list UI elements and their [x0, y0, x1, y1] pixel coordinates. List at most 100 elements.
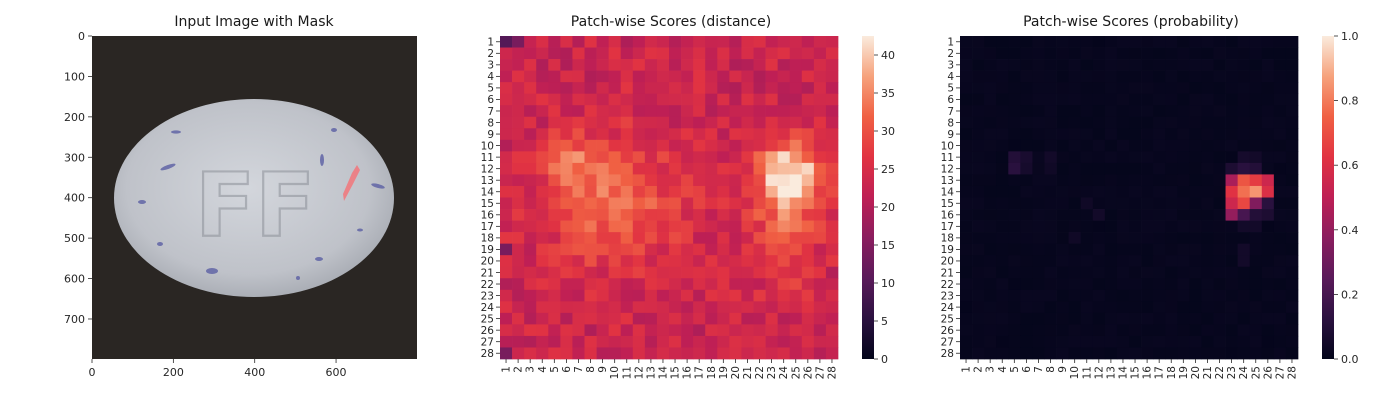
heatmap-cell	[693, 335, 706, 348]
heatmap-cell	[996, 185, 1009, 198]
heatmap-cell	[789, 128, 803, 141]
heatmap-cell	[1092, 312, 1106, 325]
heatmap-cell	[1092, 278, 1106, 291]
heatmap-cell	[632, 59, 646, 71]
heatmap-cell	[1237, 335, 1251, 348]
heatmap-cell	[1080, 312, 1094, 325]
heatmap-cell	[1116, 289, 1130, 302]
heatmap-cell	[1056, 105, 1069, 118]
heatmap-cell	[717, 220, 730, 233]
heatmap-cell	[512, 347, 525, 360]
heatmap-cell	[1056, 312, 1069, 325]
heatmap-cell	[801, 162, 815, 175]
heatmap-cell	[717, 116, 730, 129]
heatmap-cell	[632, 93, 646, 106]
heatmap-cell	[741, 93, 754, 106]
heatmap-cell	[524, 82, 537, 95]
heatmap-cell	[972, 128, 985, 141]
heatmap-cell	[705, 128, 718, 141]
heatmap-cell	[984, 59, 997, 71]
heatmap-cell	[1237, 324, 1251, 337]
heatmap-cell	[656, 232, 670, 244]
heatmap-cell	[765, 232, 778, 244]
heatmap-cell	[669, 105, 682, 118]
heatmap-cell	[1213, 289, 1226, 302]
heatmap-cell	[1261, 209, 1275, 221]
heatmap-cell	[644, 335, 658, 348]
heatmap-cell	[596, 278, 609, 291]
heatmap-cell	[681, 232, 694, 244]
heatmap-cell	[1165, 209, 1178, 221]
heatmap-cell	[1141, 324, 1154, 337]
heatmap-cell	[1044, 139, 1057, 152]
heatmap-cell	[1189, 255, 1202, 268]
heatmap-cell	[536, 312, 549, 325]
heatmap-cell	[500, 174, 513, 187]
heatmap-cell	[1020, 36, 1033, 48]
heatmap-cell	[1068, 128, 1082, 141]
heatmap-cell	[1237, 162, 1251, 175]
heatmap-cell	[596, 93, 609, 106]
heatmap-cell	[777, 289, 791, 302]
row-label: 16	[481, 210, 495, 222]
heatmap-cell	[500, 105, 513, 118]
heatmap-cell	[1056, 116, 1069, 129]
heatmap-cell	[984, 82, 997, 95]
col-label: 6	[1021, 366, 1033, 373]
heatmap-cell	[1044, 301, 1057, 314]
heatmap-cell	[548, 162, 561, 175]
heatmap-cell	[1008, 47, 1021, 60]
heatmap-cell	[1092, 128, 1106, 141]
heatmap-cell	[1092, 324, 1106, 337]
heatmap-cell	[960, 93, 973, 106]
heatmap-cell	[656, 105, 670, 118]
y-tick-label: 200	[64, 111, 85, 124]
col-label: 4	[997, 366, 1009, 373]
heatmap-cell	[729, 82, 742, 95]
heatmap-cell	[1165, 335, 1178, 348]
heatmap-cell	[1165, 197, 1178, 210]
heatmap-cell	[584, 335, 597, 348]
col-label: 15	[670, 366, 682, 379]
heatmap-cell	[1213, 139, 1226, 152]
heatmap-cell	[1237, 255, 1251, 268]
heatmap-cell	[681, 151, 694, 164]
col-label: 1	[961, 366, 973, 373]
heatmap-cell	[1141, 232, 1154, 244]
heatmap-cell	[729, 36, 742, 48]
heatmap-cell	[536, 47, 549, 60]
heatmap-cell	[608, 324, 622, 337]
heatmap-cell	[1225, 174, 1238, 187]
heatmap-cell	[620, 128, 634, 141]
heatmap-cell	[500, 209, 513, 221]
heatmap-cell	[717, 312, 730, 325]
heatmap-cell	[1153, 312, 1166, 325]
heatmap-cell	[789, 151, 803, 164]
heatmap-cell	[1201, 347, 1214, 360]
heatmap-cell	[1165, 139, 1178, 152]
heatmap-cell	[608, 70, 622, 83]
heatmap-cell	[1165, 47, 1178, 60]
heatmap-cell	[972, 289, 985, 302]
heatmap-cell	[996, 162, 1009, 175]
heatmap-cell	[1020, 47, 1033, 60]
heatmap-cell	[1153, 47, 1166, 60]
heatmap-cell	[656, 312, 670, 325]
heatmap-cell	[765, 266, 778, 279]
heatmap-cell	[1225, 255, 1238, 268]
heatmap-cell	[1189, 209, 1202, 221]
heatmap-cell	[548, 105, 561, 118]
heatmap-cell	[705, 289, 718, 302]
heatmap-cell	[1189, 232, 1202, 244]
heatmap-cell	[1213, 209, 1226, 221]
heatmap-cell	[789, 232, 803, 244]
heatmap-cell	[1225, 232, 1238, 244]
heatmap-cell	[1213, 174, 1226, 187]
heatmap-cell	[984, 116, 997, 129]
heatmap-cell	[717, 197, 730, 210]
anomaly-mask	[343, 165, 360, 201]
heatmap-cell	[584, 82, 597, 95]
heatmap-cell	[1225, 70, 1238, 83]
row-label: 2	[487, 48, 494, 60]
col-label: 14	[657, 366, 669, 380]
